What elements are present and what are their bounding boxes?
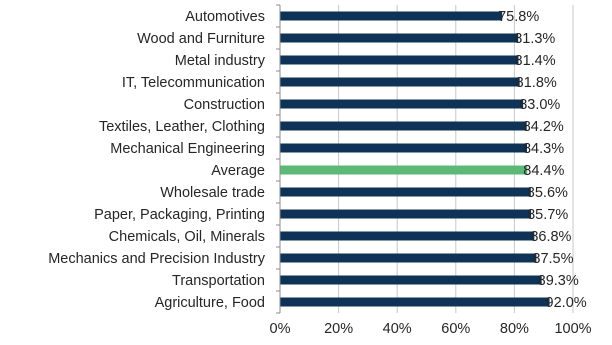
data-label: 84.3% — [523, 141, 564, 157]
axes — [276, 4, 281, 314]
data-label: 84.4% — [523, 163, 564, 179]
data-label: 85.6% — [527, 185, 568, 201]
data-label: 81.3% — [514, 31, 555, 47]
bar-average — [280, 165, 528, 175]
category-label: Average — [211, 163, 265, 179]
category-label: Metal industry — [175, 53, 266, 69]
category-label: Automotives — [185, 9, 265, 25]
category-label: Construction — [184, 97, 265, 113]
category-label: Wood and Furniture — [137, 31, 265, 47]
bar — [280, 121, 527, 131]
x-tick-label: 60% — [441, 321, 470, 337]
category-labels: Automotives Wood and Furniture Metal indus… — [48, 9, 266, 311]
x-tick-label: 80% — [500, 321, 529, 337]
bar — [280, 209, 532, 219]
x-tick-label: 100% — [554, 321, 591, 337]
category-label: Transportation — [172, 273, 265, 289]
bar — [280, 253, 537, 263]
x-tick-labels: 0% 20% 40% 60% 80% 100% — [270, 321, 592, 337]
bar — [280, 231, 535, 241]
data-label: 81.8% — [516, 75, 557, 91]
category-label: Textiles, Leather, Clothing — [99, 119, 265, 135]
data-labels: 75.8% 81.3% 81.4% 81.8% 83.0% 84.2% 84.3% 84.4%… — [498, 9, 587, 311]
data-label: 83.0% — [519, 97, 560, 113]
bar — [280, 99, 524, 109]
data-label: 87.5% — [532, 251, 573, 267]
category-label: Mechanical Engineering — [110, 141, 265, 157]
bar — [280, 55, 519, 65]
x-tick-label: 40% — [383, 321, 412, 337]
category-label: Chemicals, Oil, Minerals — [109, 229, 265, 245]
x-tick-label: 0% — [270, 321, 291, 337]
bar — [280, 33, 519, 43]
bar — [280, 11, 503, 21]
data-label: 75.8% — [498, 9, 539, 25]
data-label: 86.8% — [530, 229, 571, 245]
bar — [280, 143, 527, 153]
bar — [280, 275, 542, 285]
bar — [280, 297, 550, 307]
category-label: Mechanics and Precision Industry — [48, 251, 266, 267]
data-label: 89.3% — [538, 273, 579, 289]
data-label: 92.0% — [546, 295, 587, 311]
category-label: Wholesale trade — [160, 185, 265, 201]
data-label: 81.4% — [515, 53, 556, 69]
category-label: IT, Telecommunication — [122, 75, 265, 91]
data-label: 84.2% — [523, 119, 564, 135]
data-label: 85.7% — [527, 207, 568, 223]
category-label: Agriculture, Food — [155, 295, 265, 311]
bar — [280, 77, 520, 87]
bar — [280, 187, 531, 197]
bars — [280, 11, 550, 307]
x-tick-label: 20% — [324, 321, 353, 337]
category-label: Paper, Packaging, Printing — [94, 207, 265, 223]
